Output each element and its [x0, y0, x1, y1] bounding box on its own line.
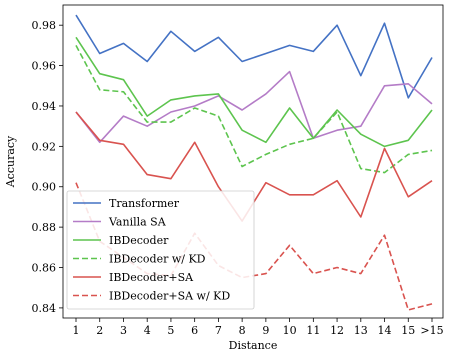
legend-label: IBDecoder+SA: [109, 271, 194, 284]
x-tick-label: 8: [239, 324, 246, 337]
series-line-vanilla-sa: [75, 70, 433, 144]
series-line-ibdecoder-w-kd: [75, 45, 433, 174]
x-tick-label: 2: [96, 324, 103, 337]
y-tick-label: 0.84: [32, 302, 57, 315]
x-tick-label: 11: [306, 324, 320, 337]
x-tick-label: 10: [283, 324, 297, 337]
x-tick-label: 15: [401, 324, 415, 337]
x-tick-label: 4: [144, 324, 151, 337]
x-tick-label: 7: [215, 324, 222, 337]
x-tick-label: 12: [330, 324, 344, 337]
x-axis-label: Distance: [229, 339, 278, 352]
y-tick-label: 0.92: [32, 140, 57, 153]
legend-label: IBDecoder: [109, 234, 169, 247]
x-tick-label: 6: [191, 324, 198, 337]
x-tick-label: 3: [120, 324, 127, 337]
y-axis: 0.84 0.86 0.88 0.90 0.92 0.94 0.96 0.98: [32, 19, 63, 315]
plot-frame: [62, 4, 444, 319]
y-tick-label: 0.86: [32, 262, 57, 275]
y-tick-label: 0.96: [32, 60, 57, 73]
series-line-transformer: [75, 14, 433, 99]
x-axis: 1 2 3 4 5 6 7 8 9 10 11 12 13 14 15 >15: [73, 318, 444, 337]
x-tick-label: 14: [378, 324, 392, 337]
y-tick-label: 0.94: [32, 100, 57, 113]
series-line-ibdecoder: [75, 36, 433, 148]
legend-box: [66, 190, 255, 310]
x-tick-label: 5: [167, 324, 174, 337]
y-tick-label: 0.90: [32, 181, 57, 194]
legend-label: Vanilla SA: [108, 216, 167, 229]
y-axis-label: Accuracy: [4, 135, 17, 188]
y-tick-label: 0.98: [32, 19, 57, 32]
legend-label: IBDecoder+SA w/ KD: [109, 290, 230, 303]
x-tick-label: 9: [262, 324, 269, 337]
legend: Transformer Vanilla SA IBDecoder IBDecoder …: [66, 190, 255, 310]
legend-label: IBDecoder w/ KD: [109, 253, 206, 266]
x-tick-label: 1: [73, 324, 80, 337]
x-tick-label: >15: [420, 324, 443, 337]
legend-label: Transformer: [109, 197, 180, 210]
y-tick-label: 0.88: [32, 221, 57, 234]
x-tick-label: 13: [354, 324, 368, 337]
